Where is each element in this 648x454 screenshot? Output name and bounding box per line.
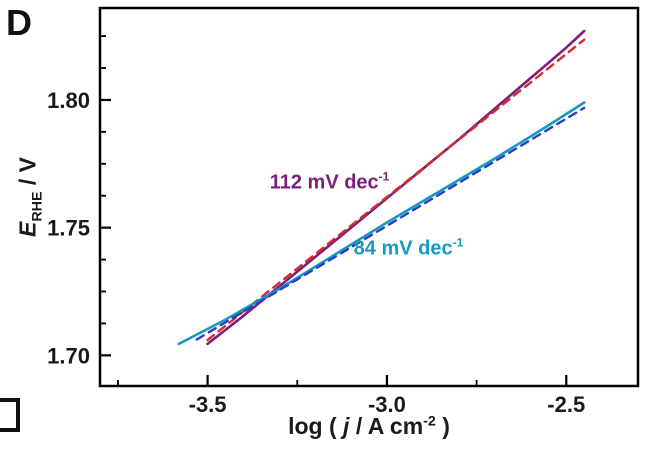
x-axis-title-unit: / A cm <box>349 413 424 439</box>
x-tick-label: -2.5 <box>547 392 585 417</box>
x-axis-title: log ( j / A cm-2 ) <box>288 413 450 440</box>
x-axis-title-prefix: log ( <box>288 413 344 439</box>
annotation-superscript: -1 <box>378 169 390 184</box>
x-tick-label: -3.0 <box>368 392 406 417</box>
y-axis-title-symbol: E <box>14 221 41 237</box>
annotation-superscript: -1 <box>452 235 464 250</box>
annotation-text: 84 mV dec <box>353 237 453 260</box>
x-axis-title-superscript: -2 <box>423 413 436 430</box>
adjacent-figure-fragment <box>0 398 20 432</box>
tafel-slope-annotation: 112 mV dec-1 <box>270 169 390 194</box>
y-tick-label: 1.80 <box>47 88 90 113</box>
series-line-linear-fit-84mV <box>195 106 586 341</box>
y-axis-title: ERHE / V <box>15 157 46 237</box>
panel-label: D <box>6 2 33 43</box>
x-axis-title-symbol: j <box>343 413 350 439</box>
y-axis-title-subscript: RHE <box>29 191 46 222</box>
plot-frame <box>98 6 640 388</box>
series-line-tafel-data-84mV <box>177 101 586 346</box>
y-axis-title-unit: / V <box>14 157 41 192</box>
y-tick-label: 1.75 <box>47 216 90 241</box>
annotation-text: 112 mV dec <box>269 171 379 193</box>
x-tick-label: -3.5 <box>189 392 227 417</box>
y-tick-label: 1.70 <box>47 343 90 368</box>
x-axis-title-suffix: ) <box>435 413 450 439</box>
series-line-linear-fit-112mV <box>206 38 586 342</box>
tafel-slope-annotation: 84 mV dec-1 <box>354 236 464 261</box>
